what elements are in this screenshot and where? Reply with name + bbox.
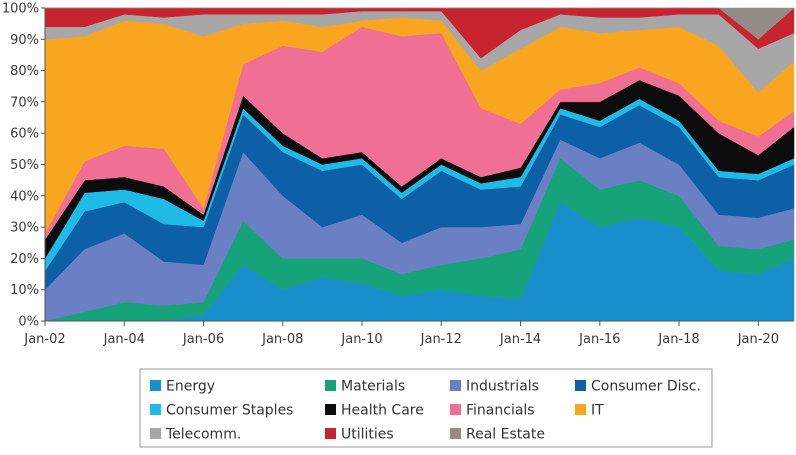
y-tick-label: 20% (10, 252, 39, 267)
y-tick-label: 80% (10, 64, 39, 79)
legend-swatch-it (575, 404, 586, 415)
legend-label-consumer-staples: Consumer Staples (166, 403, 293, 419)
y-tick-label: 10% (10, 283, 39, 298)
legend-swatch-financials (450, 404, 461, 415)
legend-swatch-energy (150, 380, 161, 391)
axes: 0% 10% 20% 30% 40% 50% 60% 70% 80% 90% 100% Jan-02 J… (2, 2, 794, 347)
legend-swatch-health-care (325, 404, 336, 415)
legend-label-financials: Financials (466, 403, 535, 419)
x-tick-label: Jan-02 (23, 332, 65, 347)
legend-label-it: IT (591, 403, 604, 419)
legend-swatch-real-estate (450, 428, 461, 439)
plot-area (44, 7, 795, 322)
y-tick-label: 0% (18, 315, 39, 330)
legend-box (139, 368, 713, 448)
area-real-estate (45, 7, 795, 40)
legend-swatch-consumer-disc (575, 380, 586, 391)
legend-swatch-materials (325, 380, 336, 391)
legend-swatch-consumer-staples (150, 404, 161, 415)
y-tick-label: 40% (10, 189, 39, 204)
legend-label-telecomm: Telecomm. (165, 427, 241, 443)
x-tick-label: Jan-20 (737, 332, 779, 347)
y-tick-label: 100% (2, 2, 39, 17)
x-tick-label: Jan-12 (420, 332, 462, 347)
legend-label-utilities: Utilities (341, 427, 394, 443)
legend-label-energy: Energy (166, 379, 215, 395)
x-tick-label: Jan-10 (340, 332, 382, 347)
legend-label-consumer-disc: Consumer Disc. (591, 379, 701, 395)
legend-label-materials: Materials (341, 379, 405, 395)
x-tick-label: Jan-18 (657, 332, 699, 347)
y-tick-label: 30% (10, 221, 39, 236)
legend: Energy Materials Industrials Consumer Disc.… (139, 368, 713, 448)
y-tick-label: 70% (10, 95, 39, 110)
legend-label-health-care: Health Care (341, 403, 424, 419)
legend-swatch-telecomm (150, 428, 161, 439)
y-tick-label: 90% (10, 33, 39, 48)
legend-swatch-utilities (325, 428, 336, 439)
y-tick-label: 60% (10, 127, 39, 142)
x-tick-label: Jan-16 (578, 332, 620, 347)
legend-swatch-industrials (450, 380, 461, 391)
x-tick-label: Jan-08 (261, 332, 303, 347)
x-tick-label: Jan-14 (499, 332, 541, 347)
y-tick-label: 50% (10, 158, 39, 173)
legend-label-real-estate: Real Estate (466, 427, 545, 443)
x-tick-label: Jan-04 (103, 332, 145, 347)
x-tick-label: Jan-06 (182, 332, 224, 347)
legend-label-industrials: Industrials (466, 379, 539, 395)
